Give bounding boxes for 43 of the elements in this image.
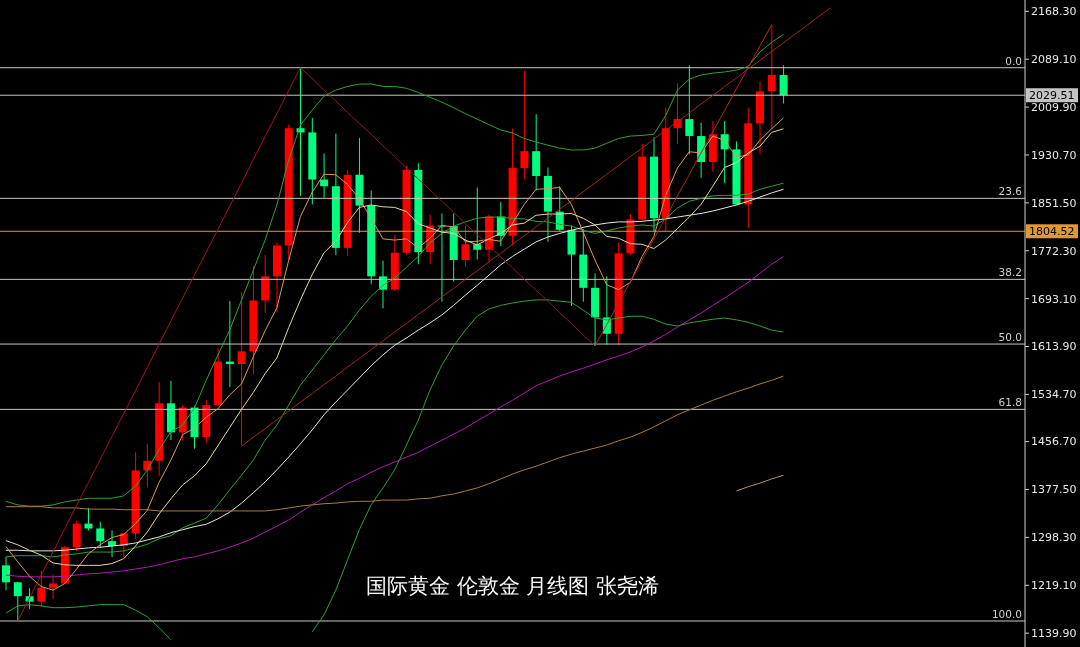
candlestick [37, 570, 46, 608]
y-tick-label: 1219.10 [1031, 579, 1077, 593]
candlestick [461, 225, 470, 268]
y-tick-label: 1613.90 [1031, 340, 1077, 354]
line-series [5, 375, 784, 512]
y-tick-label: 1139.90 [1031, 627, 1077, 641]
candlestick [473, 186, 482, 260]
y-tick-label: 1851.50 [1031, 196, 1077, 210]
annotation: 23.6 [998, 185, 1023, 198]
candlestick [96, 521, 105, 549]
y-tick-label: 1377.50 [1031, 483, 1077, 497]
annotation: 38.2 [998, 266, 1022, 279]
y-tick-label: 1534.70 [1031, 388, 1077, 402]
candlestick [779, 64, 788, 104]
text: 国际黄金 伦敦金 月线图 张尧浠 [365, 573, 660, 600]
annotation: 61.8 [998, 396, 1022, 409]
candlestick [49, 573, 58, 600]
price-tag: 2029.51 [1026, 88, 1078, 103]
candlestick [2, 556, 10, 591]
line-series [594, 24, 773, 347]
annotation: 50.0 [998, 331, 1022, 344]
line-series [5, 33, 784, 507]
y-tick-label: 1693.10 [1031, 292, 1077, 306]
y-tick-label: 2089.10 [1031, 53, 1077, 67]
y-tick-label: 1772.30 [1031, 244, 1077, 258]
annotation: 0.0 [1005, 54, 1022, 67]
y-tick-label: 1930.70 [1031, 148, 1077, 162]
y-tick-label: 1298.30 [1031, 531, 1077, 545]
candlestick [767, 24, 776, 130]
line-series [299, 67, 596, 347]
candlestick [520, 70, 529, 181]
annotation: 100.0 [991, 608, 1022, 620]
candlestick [237, 291, 246, 446]
y-tick-label: 1456.70 [1031, 435, 1077, 449]
line-series [17, 67, 301, 622]
y-tick-label: 2168.30 [1031, 5, 1077, 19]
line-series [735, 474, 784, 492]
candlestick [685, 64, 694, 155]
price-tag: 1804.52 [1026, 224, 1078, 239]
line-series [241, 7, 832, 447]
candlestick [13, 581, 22, 622]
candlestick [72, 520, 81, 552]
y-tick-label: 2009.90 [1031, 100, 1077, 114]
